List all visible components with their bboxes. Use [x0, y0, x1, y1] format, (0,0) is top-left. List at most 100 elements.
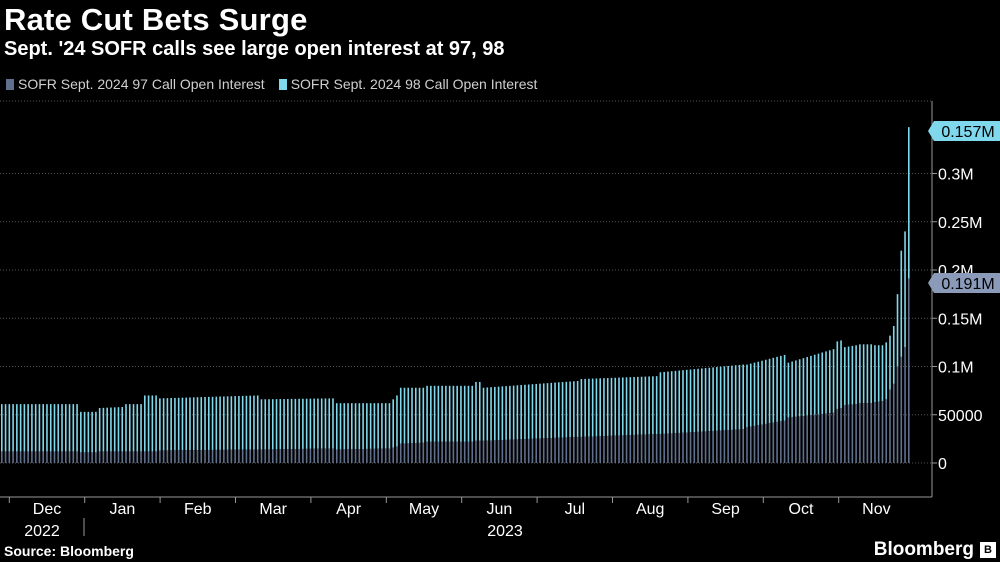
- bar-97-140: [527, 438, 530, 463]
- bar-97-100: [377, 448, 379, 463]
- bar-97-93: [351, 449, 353, 463]
- bar-98-124: [467, 385, 470, 442]
- bar-97-18: [68, 451, 71, 463]
- bar-97-95: [358, 449, 361, 463]
- bar-97-205: [772, 422, 775, 463]
- bar-97-164: [618, 435, 620, 463]
- bar-98-180: [678, 370, 681, 433]
- bar-97-130: [490, 440, 492, 463]
- bar-97-66: [249, 449, 251, 463]
- bar-97-122: [460, 441, 462, 463]
- bar-97-179: [674, 433, 677, 463]
- bar-97-181: [682, 432, 684, 463]
- bar-98-9: [34, 404, 37, 452]
- bar-97-207: [780, 421, 782, 463]
- bar-98-177: [667, 371, 669, 434]
- bar-98-72: [271, 399, 274, 450]
- bar-98-111: [418, 387, 421, 443]
- bar-97-151: [569, 437, 571, 463]
- bar-97-6: [23, 451, 26, 463]
- bar-98-188: [708, 367, 711, 432]
- bar-98-203: [764, 359, 767, 424]
- bar-98-141: [531, 384, 534, 439]
- bar-97-138: [520, 439, 522, 463]
- bar-98-50: [189, 397, 191, 451]
- bar-98-228: [859, 344, 861, 404]
- bar-98-165: [621, 377, 624, 436]
- bar-97-129: [486, 440, 489, 463]
- bar-98-120: [452, 385, 455, 442]
- bar-97-230: [866, 403, 869, 463]
- bar-98-167: [629, 377, 632, 436]
- bar-98-126: [475, 381, 477, 441]
- bar-98-224: [844, 347, 846, 406]
- x-tick-label-jul: Jul: [565, 501, 585, 518]
- bar-98-214: [806, 357, 808, 416]
- bar-98-90: [339, 403, 342, 450]
- bar-97-99: [373, 448, 376, 463]
- bar-97-124: [467, 441, 470, 463]
- bar-98-117: [441, 385, 443, 442]
- bar-98-147: [554, 382, 556, 438]
- bar-97-43: [162, 450, 165, 463]
- bar-97-165: [621, 435, 624, 463]
- bar-98-143: [539, 383, 541, 439]
- bar-97-102: [384, 448, 387, 463]
- bar-97-106: [399, 443, 402, 463]
- bar-97-139: [524, 439, 526, 463]
- x-tick-label-jun: Jun: [487, 501, 513, 518]
- bar-97-76: [287, 449, 289, 463]
- bar-98-119: [448, 385, 451, 442]
- bar-97-77: [290, 449, 293, 463]
- bar-97-72: [271, 449, 274, 463]
- bar-98-136: [512, 385, 515, 440]
- bar-97-169: [637, 434, 639, 463]
- bar-97-83: [313, 448, 315, 463]
- bar-98-183: [689, 369, 692, 433]
- bar-97-110: [414, 443, 417, 463]
- bar-98-219: [825, 351, 827, 414]
- bar-98-26: [98, 407, 101, 452]
- bar-98-15: [57, 404, 60, 452]
- bar-97-85: [320, 448, 323, 463]
- bar-98-241: [908, 127, 910, 279]
- bar-98-229: [862, 344, 865, 404]
- bar-98-142: [535, 383, 538, 439]
- bar-98-17: [64, 404, 67, 452]
- bar-98-27: [102, 407, 105, 452]
- bar-98-96: [362, 403, 364, 450]
- bar-97-236: [889, 389, 891, 463]
- bar-97-220: [828, 413, 831, 463]
- legend: SOFR Sept. 2024 97 Call Open Interest SO…: [6, 76, 537, 92]
- legend-swatch-97: [6, 78, 14, 90]
- bar-98-71: [268, 399, 270, 450]
- bar-97-118: [445, 441, 447, 463]
- bar-98-133: [501, 386, 504, 441]
- bar-98-134: [505, 386, 507, 440]
- bar-97-234: [881, 401, 884, 463]
- bar-97-34: [128, 451, 131, 463]
- x-tick-label-mar: Mar: [259, 501, 287, 518]
- bar-97-158: [595, 436, 598, 463]
- bar-97-174: [655, 434, 658, 463]
- bar-98-201: [757, 361, 760, 426]
- bar-98-52: [196, 397, 199, 451]
- bar-97-62: [234, 449, 236, 463]
- bar-97-63: [238, 449, 240, 463]
- bar-97-68: [256, 449, 259, 463]
- bar-98-172: [648, 376, 650, 435]
- bar-97-135: [509, 439, 511, 463]
- bar-98-42: [159, 398, 161, 451]
- bar-98-21: [80, 411, 82, 453]
- bar-97-91: [343, 449, 346, 463]
- bar-97-14: [53, 451, 56, 463]
- bar-98-212: [798, 359, 801, 417]
- bar-98-198: [746, 364, 748, 428]
- bar-97-56: [211, 449, 214, 463]
- x-tick-label-dec: Dec: [33, 501, 61, 518]
- bar-98-81: [305, 398, 308, 449]
- bar-97-119: [448, 441, 451, 463]
- bar-97-64: [241, 449, 244, 463]
- bar-97-101: [381, 448, 383, 463]
- bar-97-127: [478, 440, 481, 463]
